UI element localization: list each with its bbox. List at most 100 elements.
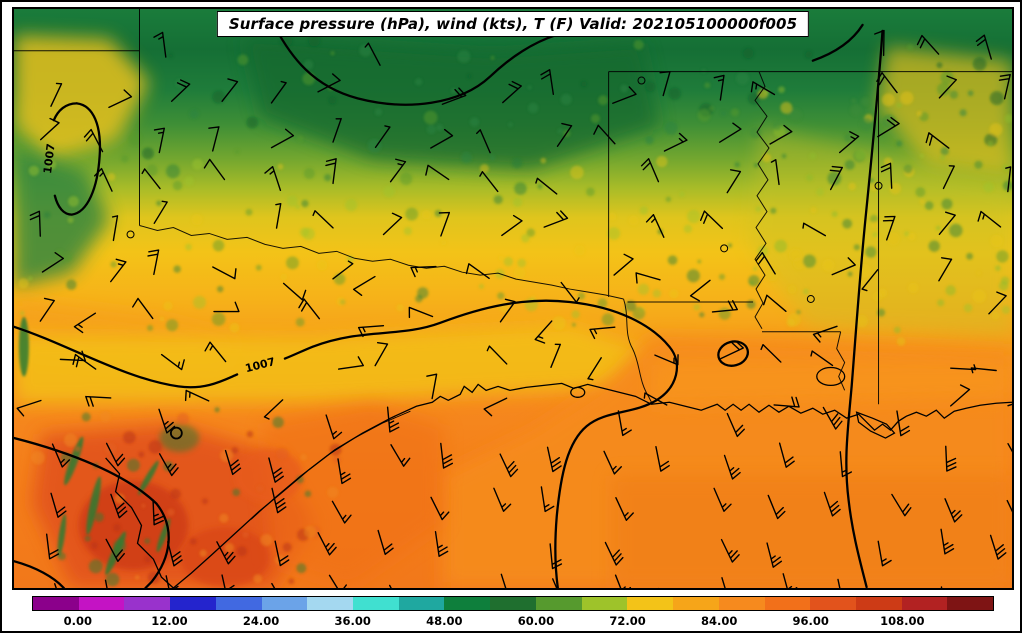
wind-barb (312, 210, 334, 229)
colorbar-segment (215, 597, 262, 610)
wind-barb (216, 541, 236, 565)
colorbar-segment (627, 597, 674, 610)
wind-barb (977, 210, 1002, 228)
wind-barb (760, 343, 782, 363)
wind-barb (560, 281, 580, 303)
wind-barb (499, 298, 516, 323)
wind-barb (755, 251, 776, 275)
wind-barb (587, 357, 602, 381)
wind-barb (325, 158, 337, 185)
wind-barb (502, 80, 522, 104)
state-border (139, 225, 624, 300)
wind-barb (663, 132, 688, 152)
wind-barb (41, 252, 64, 273)
wind-barb (224, 449, 242, 476)
wind-barb (147, 249, 160, 276)
wind-barb (274, 540, 290, 567)
wind-barb (377, 529, 394, 556)
colorbar-segment (261, 597, 308, 610)
wind-barb (713, 487, 732, 512)
wind-barb (699, 210, 724, 230)
wind-barb (486, 345, 508, 365)
wind-barb (105, 442, 126, 467)
wind-barb (268, 457, 284, 483)
wind-barb (689, 279, 711, 302)
wind-barb (364, 42, 381, 66)
wind-barb (998, 73, 1011, 100)
wind-barb (50, 492, 67, 518)
wind-barb (50, 82, 63, 107)
wind-barb (769, 124, 793, 145)
wind-barb (975, 34, 992, 60)
pressure-contour-closed-low (717, 340, 750, 367)
wind-barb (603, 450, 622, 475)
wind-barb (440, 442, 454, 469)
wind-barb (72, 353, 97, 370)
colorbar-tick-label: 48.00 (426, 614, 463, 628)
colorbar-segment (581, 597, 628, 610)
wind-barb (726, 412, 745, 438)
wind-barb (770, 159, 780, 186)
wind-barb (654, 354, 679, 366)
wind-barb (501, 214, 523, 237)
calm-wind-markers (126, 76, 883, 303)
wind-barb (773, 396, 800, 408)
wind-barb (552, 578, 558, 588)
wind-barb (767, 494, 786, 520)
wind-barb (766, 542, 783, 568)
wind-barb (534, 320, 553, 344)
wind-barb (723, 454, 741, 480)
wind-barb (264, 166, 282, 192)
state-borders (14, 9, 1012, 405)
wind-barb (877, 540, 892, 567)
colorbar-segment (124, 597, 171, 610)
wind-barb (104, 579, 108, 588)
temperature-shading (14, 9, 1012, 588)
wind-barb (153, 127, 165, 154)
wind-barb (1007, 403, 1012, 407)
wind-barb (221, 574, 235, 588)
wind-barb (45, 533, 60, 560)
wind-barb (317, 73, 341, 93)
wind-barb (111, 215, 119, 242)
colorbar-segment (307, 597, 354, 610)
coastline (105, 366, 1012, 588)
colorbar-tick-label: 12.00 (151, 614, 188, 628)
wind-barb (108, 89, 133, 109)
wind-barb (374, 341, 389, 367)
wind-barb (614, 574, 632, 588)
map-title: Surface pressure (hPa), wind (kts), T (F… (216, 11, 810, 37)
wind-barb (352, 275, 376, 297)
wind-barb (877, 116, 900, 138)
pressure-contour (845, 29, 884, 588)
calm-wind-circle (874, 181, 883, 190)
colorbar-segment (901, 597, 948, 610)
state-border (754, 71, 770, 330)
wind-barb (711, 299, 738, 313)
wind-barb (831, 257, 856, 276)
colorbar-segment (947, 597, 994, 610)
wind-barb (988, 291, 1007, 315)
wind-barb (589, 326, 616, 340)
wind-barb (655, 445, 670, 472)
colorbar-segment (353, 597, 399, 610)
wind-barb (208, 126, 220, 152)
wind-barb (73, 312, 97, 334)
wind-barb (950, 384, 971, 407)
wind-barb (389, 158, 407, 183)
lake-pontchartrain (816, 366, 846, 387)
wind-barb (938, 211, 956, 236)
barrier-island (250, 410, 411, 520)
wind-barb (270, 80, 287, 104)
pressure-contour (52, 102, 78, 122)
wind-barb (317, 532, 337, 556)
wind-barb (203, 158, 226, 181)
wind-barb (282, 282, 307, 301)
pressure-contour (53, 102, 102, 216)
wind-barb (438, 211, 451, 237)
wind-barb (328, 574, 349, 588)
wind-barb (938, 75, 958, 99)
wind-barb (170, 79, 191, 102)
wind-barb (613, 253, 634, 276)
map-canvas: 1007 1007 Surface pressure (hPa), wind (k… (12, 7, 1014, 590)
